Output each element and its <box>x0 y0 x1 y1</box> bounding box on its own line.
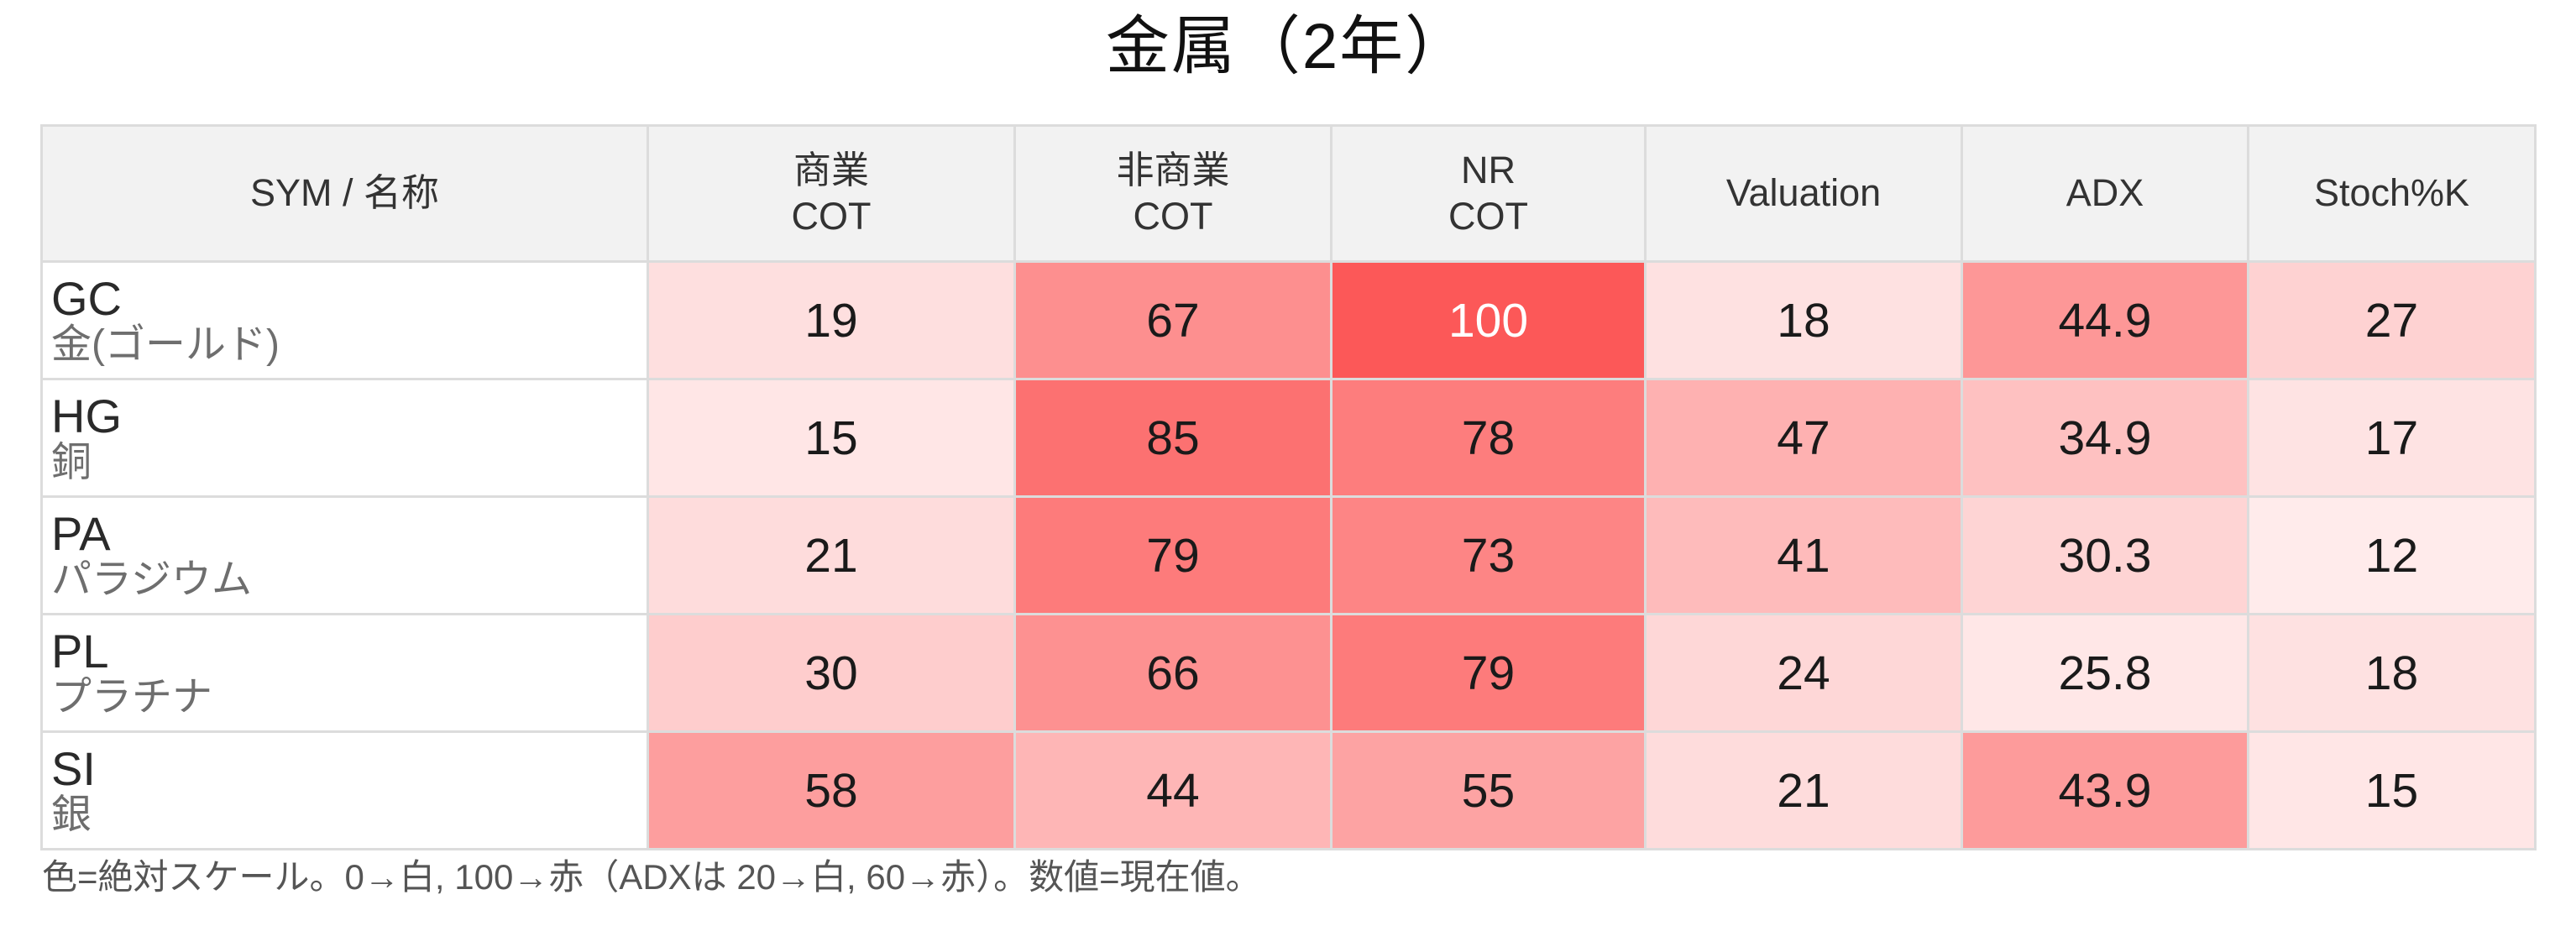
symbol-cell: HG 銅 <box>40 378 649 498</box>
header-row: SYM / 名称 商業 COT 非商業 COT NR COT Valuation AD… <box>40 124 2537 263</box>
header-label: COT <box>791 194 872 238</box>
heat-cell-stoch-k: 18 <box>2247 613 2537 733</box>
heat-cell-commercial-cot: 58 <box>647 730 1016 850</box>
heat-cell-nr-cot: 78 <box>1330 378 1647 498</box>
column-header-adx: ADX <box>1961 124 2249 263</box>
metals-heatmap-table: SYM / 名称 商業 COT 非商業 COT NR COT Valuation AD… <box>40 124 2537 850</box>
heat-cell-valuation: 47 <box>1644 378 1963 498</box>
instrument-name: パラジウム <box>51 557 253 602</box>
chart-title: 金属（2年） <box>1105 11 1471 82</box>
instrument-name: 銀 <box>51 792 92 837</box>
heat-cell-adx: 30.3 <box>1961 495 2249 615</box>
table-row-gc: GC 金(ゴールド) 19 67 100 18 44.9 27 <box>40 260 2537 380</box>
column-header-nr-cot: NR COT <box>1330 124 1647 263</box>
heat-cell-commercial-cot: 19 <box>647 260 1016 380</box>
heat-cell-commercial-cot: 21 <box>647 495 1016 615</box>
heat-cell-adx: 25.8 <box>1961 613 2249 733</box>
instrument-name: プラチナ <box>51 674 213 719</box>
table-row-pa: PA パラジウム 21 79 73 41 30.3 12 <box>40 495 2537 615</box>
heat-cell-valuation: 18 <box>1644 260 1963 380</box>
heat-cell-adx: 43.9 <box>1961 730 2249 850</box>
heat-cell-commercial-cot: 30 <box>647 613 1016 733</box>
heat-cell-commercial-cot: 15 <box>647 378 1016 498</box>
header-label: NR <box>1461 148 1516 191</box>
header-label: Valuation <box>1725 171 1882 215</box>
header-label: 非商業 <box>1116 148 1230 191</box>
symbol: HG <box>51 390 122 443</box>
table-row-si: SI 銀 58 44 55 21 43.9 15 <box>40 730 2537 850</box>
header-label: ADX <box>2066 171 2144 215</box>
symbol-cell: SI 銀 <box>40 730 649 850</box>
heat-cell-stoch-k: 15 <box>2247 730 2537 850</box>
heat-cell-nr-cot: 100 <box>1330 260 1647 380</box>
heat-cell-adx: 34.9 <box>1961 378 2249 498</box>
color-scale-footnote: 色=絶対スケール。0→白, 100→赤（ADXは 20→白, 60→赤）。数値=… <box>42 857 1261 897</box>
symbol: GC <box>51 272 122 326</box>
heat-cell-noncommercial-cot: 66 <box>1013 613 1333 733</box>
column-header-noncommercial-cot: 非商業 COT <box>1013 124 1333 263</box>
header-label: COT <box>1133 194 1213 238</box>
header-label: SYM / 名称 <box>249 171 440 215</box>
column-header-commercial-cot: 商業 COT <box>647 124 1016 263</box>
instrument-name: 金(ゴールド) <box>51 322 280 367</box>
heat-cell-nr-cot: 55 <box>1330 730 1647 850</box>
symbol: SI <box>51 742 96 796</box>
heat-cell-stoch-k: 17 <box>2247 378 2537 498</box>
column-header-stoch-k: Stoch%K <box>2247 124 2537 263</box>
heat-cell-noncommercial-cot: 79 <box>1013 495 1333 615</box>
heat-cell-valuation: 21 <box>1644 730 1963 850</box>
symbol-cell: PA パラジウム <box>40 495 649 615</box>
heat-cell-valuation: 24 <box>1644 613 1963 733</box>
heat-cell-valuation: 41 <box>1644 495 1963 615</box>
column-header-sym-name: SYM / 名称 <box>40 124 649 263</box>
symbol-cell: PL プラチナ <box>40 613 649 733</box>
heat-cell-noncommercial-cot: 44 <box>1013 730 1333 850</box>
header-label: 商業 <box>793 148 869 191</box>
heat-cell-nr-cot: 73 <box>1330 495 1647 615</box>
column-header-valuation: Valuation <box>1644 124 1963 263</box>
symbol-cell: GC 金(ゴールド) <box>40 260 649 380</box>
heat-cell-noncommercial-cot: 85 <box>1013 378 1333 498</box>
table-row-pl: PL プラチナ 30 66 79 24 25.8 18 <box>40 613 2537 733</box>
heat-cell-adx: 44.9 <box>1961 260 2249 380</box>
heat-cell-nr-cot: 79 <box>1330 613 1647 733</box>
header-label: Stoch%K <box>2313 171 2470 215</box>
heat-cell-noncommercial-cot: 67 <box>1013 260 1333 380</box>
symbol: PA <box>51 507 111 561</box>
header-label: COT <box>1448 194 1528 238</box>
heat-cell-stoch-k: 12 <box>2247 495 2537 615</box>
instrument-name: 銅 <box>51 439 92 484</box>
table-row-hg: HG 銅 15 85 78 47 34.9 17 <box>40 378 2537 498</box>
heat-cell-stoch-k: 27 <box>2247 260 2537 380</box>
symbol: PL <box>51 625 109 678</box>
